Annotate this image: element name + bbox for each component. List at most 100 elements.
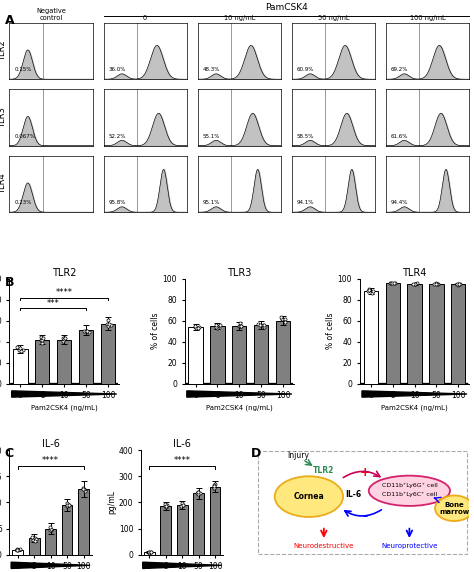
Text: Cornea: Cornea [293, 492, 324, 501]
Bar [189, 327, 203, 384]
Text: PamCSK4: PamCSK4 [265, 3, 308, 12]
Bar [78, 489, 89, 555]
Point [212, 321, 220, 330]
Ellipse shape [435, 495, 474, 521]
Point [210, 480, 218, 490]
Point [390, 279, 398, 288]
Point [456, 279, 463, 288]
Point [433, 280, 440, 289]
Point [13, 545, 20, 554]
Point [145, 547, 153, 557]
Bar [232, 326, 246, 384]
Point [196, 488, 204, 498]
Bar [408, 284, 422, 384]
Y-axis label: % of cells: % of cells [326, 313, 335, 349]
Bar [364, 291, 378, 384]
Point [237, 321, 245, 331]
Point [211, 480, 219, 489]
Point [16, 343, 24, 352]
Point [162, 502, 169, 511]
Text: Injury: Injury [287, 451, 309, 460]
Text: ***: *** [47, 299, 60, 308]
Point [65, 500, 73, 510]
Polygon shape [143, 562, 222, 569]
Point [210, 484, 218, 493]
Text: 55.1%: 55.1% [203, 134, 220, 139]
Text: CD11b⁺Ly6G⁺ cell: CD11b⁺Ly6G⁺ cell [382, 482, 437, 487]
Point [179, 501, 187, 510]
Text: D: D [251, 447, 261, 460]
Point [104, 316, 112, 325]
Point [432, 280, 439, 289]
Point [14, 545, 21, 554]
Bar [160, 506, 171, 555]
Point [210, 481, 218, 490]
Point [82, 327, 90, 336]
Text: -: - [362, 510, 367, 523]
Bar [35, 340, 49, 384]
Point [237, 321, 245, 331]
Point [105, 319, 113, 328]
Point [281, 317, 289, 326]
Point [59, 336, 67, 345]
Point [455, 279, 462, 288]
Point [434, 280, 442, 289]
Point [79, 484, 87, 493]
Point [38, 338, 46, 347]
Point [365, 284, 372, 293]
Point [411, 279, 419, 288]
Point [38, 336, 46, 345]
Point [46, 526, 54, 535]
Ellipse shape [274, 476, 343, 517]
Point [409, 280, 416, 289]
Text: Pam2CSK4 (ng/mL): Pam2CSK4 (ng/mL) [31, 404, 98, 411]
Text: ****: **** [173, 456, 191, 464]
Point [236, 322, 244, 331]
Point [85, 327, 92, 336]
Point [63, 500, 71, 510]
Polygon shape [362, 391, 467, 397]
Point [237, 318, 244, 327]
Point [163, 500, 171, 510]
Point [37, 335, 45, 344]
Point [411, 280, 419, 289]
Point [455, 280, 462, 289]
Polygon shape [11, 562, 90, 569]
Point [456, 279, 464, 288]
Bar [62, 505, 73, 555]
Text: ****: **** [42, 456, 59, 464]
Point [47, 526, 55, 535]
Point [260, 321, 267, 330]
Bar [429, 284, 444, 384]
Point [103, 320, 111, 329]
Text: 95.1%: 95.1% [203, 200, 220, 205]
Point [194, 487, 202, 496]
Bar [276, 321, 290, 384]
Point [81, 486, 89, 495]
Point [47, 526, 55, 535]
Point [192, 323, 200, 332]
Point [82, 327, 90, 336]
Point [64, 499, 71, 508]
Point [39, 333, 47, 343]
Text: Pam2CSK4 (ng/mL): Pam2CSK4 (ng/mL) [206, 404, 273, 411]
Text: Neurodestructive: Neurodestructive [294, 542, 354, 549]
Point [17, 346, 25, 355]
Point [32, 534, 39, 543]
Text: CD11b⁺Ly6C⁺ cell: CD11b⁺Ly6C⁺ cell [382, 492, 437, 497]
Bar [254, 325, 268, 384]
Point [278, 315, 286, 324]
Polygon shape [12, 391, 117, 397]
Point [162, 503, 169, 512]
Text: 0.067%: 0.067% [15, 134, 36, 139]
Text: A: A [5, 14, 14, 27]
Bar [210, 326, 225, 384]
Point [47, 525, 55, 534]
Bar [101, 324, 115, 384]
Text: TLR2: TLR2 [313, 467, 335, 475]
Point [83, 327, 91, 336]
Text: 69.2%: 69.2% [391, 67, 408, 73]
Point [212, 322, 219, 331]
Title: IL-6: IL-6 [42, 439, 60, 449]
Text: IL-6: IL-6 [346, 490, 362, 499]
